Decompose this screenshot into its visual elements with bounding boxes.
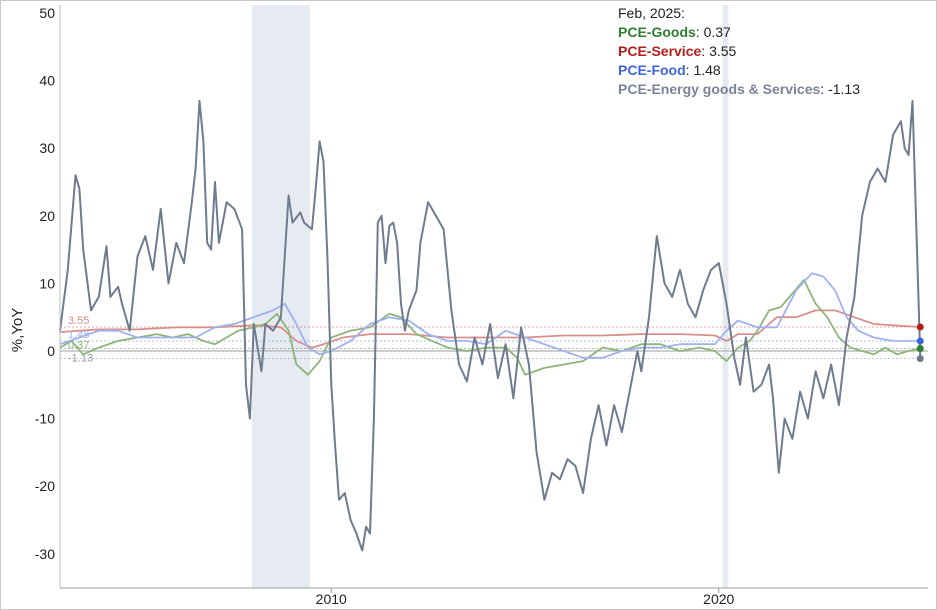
legend-name: PCE-Service bbox=[618, 43, 702, 59]
y-axis-label: %,YoY bbox=[9, 308, 26, 352]
series-line bbox=[59, 99, 922, 552]
legend-name: PCE-Energy goods & Services bbox=[618, 81, 821, 97]
y-tick-label: 10 bbox=[39, 275, 55, 291]
y-tick-label: 20 bbox=[39, 208, 55, 224]
x-tick-label: 2020 bbox=[703, 591, 734, 607]
series-line bbox=[59, 272, 921, 359]
end-value-label: 0.37 bbox=[68, 339, 89, 351]
legend-item-service: PCE-Service: 3.55 bbox=[618, 43, 737, 59]
series-lines: 3.55 1.480.37 -1.13 bbox=[59, 99, 924, 552]
legend-item-energy: PCE-Energy goods & Services: -1.13 bbox=[618, 81, 860, 97]
end-dot bbox=[916, 323, 924, 331]
legend-value: 3.55 bbox=[709, 43, 737, 59]
legend-name: PCE-Goods bbox=[618, 24, 696, 40]
legend-value: 0.37 bbox=[703, 24, 731, 40]
legend-name: PCE-Food bbox=[618, 62, 686, 78]
y-tick-label: 0 bbox=[47, 343, 55, 359]
chart-legend: Feb, 2025: PCE-Goods: 0.37 PCE-Service: … bbox=[618, 4, 860, 99]
legend-value: 1.48 bbox=[693, 62, 721, 78]
end-dot bbox=[916, 344, 924, 352]
legend-item-food: PCE-Food: 1.48 bbox=[618, 62, 721, 78]
y-tick-label: -20 bbox=[35, 478, 55, 494]
y-tick-label: 50 bbox=[39, 5, 55, 21]
legend-date: Feb, 2025: bbox=[618, 5, 685, 21]
y-tick-label: -10 bbox=[35, 411, 55, 427]
legend-item-goods: PCE-Goods: 0.37 bbox=[618, 24, 731, 40]
legend-value: -1.13 bbox=[828, 81, 860, 97]
y-tick-label: 30 bbox=[39, 140, 55, 156]
recession-band bbox=[251, 5, 310, 588]
end-dot bbox=[916, 337, 924, 345]
x-tick-label: 2010 bbox=[316, 591, 347, 607]
end-value-label: -1.13 bbox=[68, 353, 93, 365]
y-tick-label: 40 bbox=[39, 73, 55, 89]
end-value-label: 3.55 bbox=[68, 315, 89, 327]
end-value-label: 1.48 bbox=[68, 329, 89, 341]
y-tick-label: -30 bbox=[35, 546, 55, 562]
end-dot bbox=[916, 355, 924, 363]
